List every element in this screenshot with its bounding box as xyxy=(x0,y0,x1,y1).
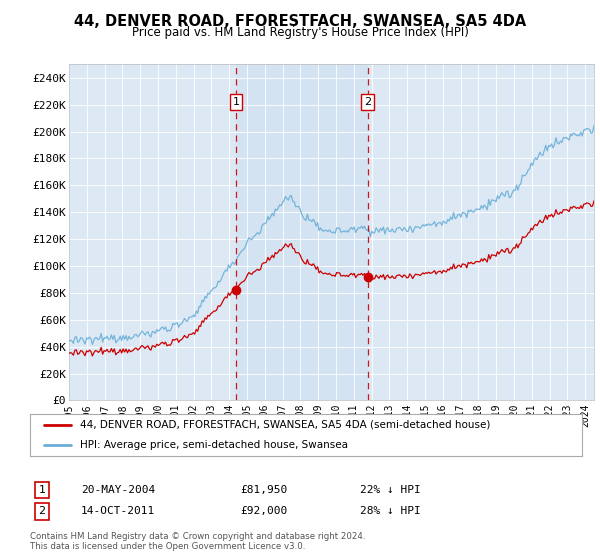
Bar xyxy=(236,64,368,400)
Text: 14-OCT-2011: 14-OCT-2011 xyxy=(81,506,155,516)
Text: 44, DENVER ROAD, FFORESTFACH, SWANSEA, SA5 4DA: 44, DENVER ROAD, FFORESTFACH, SWANSEA, S… xyxy=(74,14,526,29)
Text: 1: 1 xyxy=(38,485,46,495)
Text: 2: 2 xyxy=(38,506,46,516)
Text: 2: 2 xyxy=(364,97,371,107)
Text: £81,950: £81,950 xyxy=(240,485,287,495)
Text: 1: 1 xyxy=(232,97,239,107)
Text: 28% ↓ HPI: 28% ↓ HPI xyxy=(360,506,421,516)
Text: £92,000: £92,000 xyxy=(240,506,287,516)
Text: Price paid vs. HM Land Registry's House Price Index (HPI): Price paid vs. HM Land Registry's House … xyxy=(131,26,469,39)
Text: 22% ↓ HPI: 22% ↓ HPI xyxy=(360,485,421,495)
Text: 44, DENVER ROAD, FFORESTFACH, SWANSEA, SA5 4DA (semi-detached house): 44, DENVER ROAD, FFORESTFACH, SWANSEA, S… xyxy=(80,420,490,430)
Text: HPI: Average price, semi-detached house, Swansea: HPI: Average price, semi-detached house,… xyxy=(80,440,347,450)
Text: Contains HM Land Registry data © Crown copyright and database right 2024.
This d: Contains HM Land Registry data © Crown c… xyxy=(30,532,365,552)
Text: 20-MAY-2004: 20-MAY-2004 xyxy=(81,485,155,495)
